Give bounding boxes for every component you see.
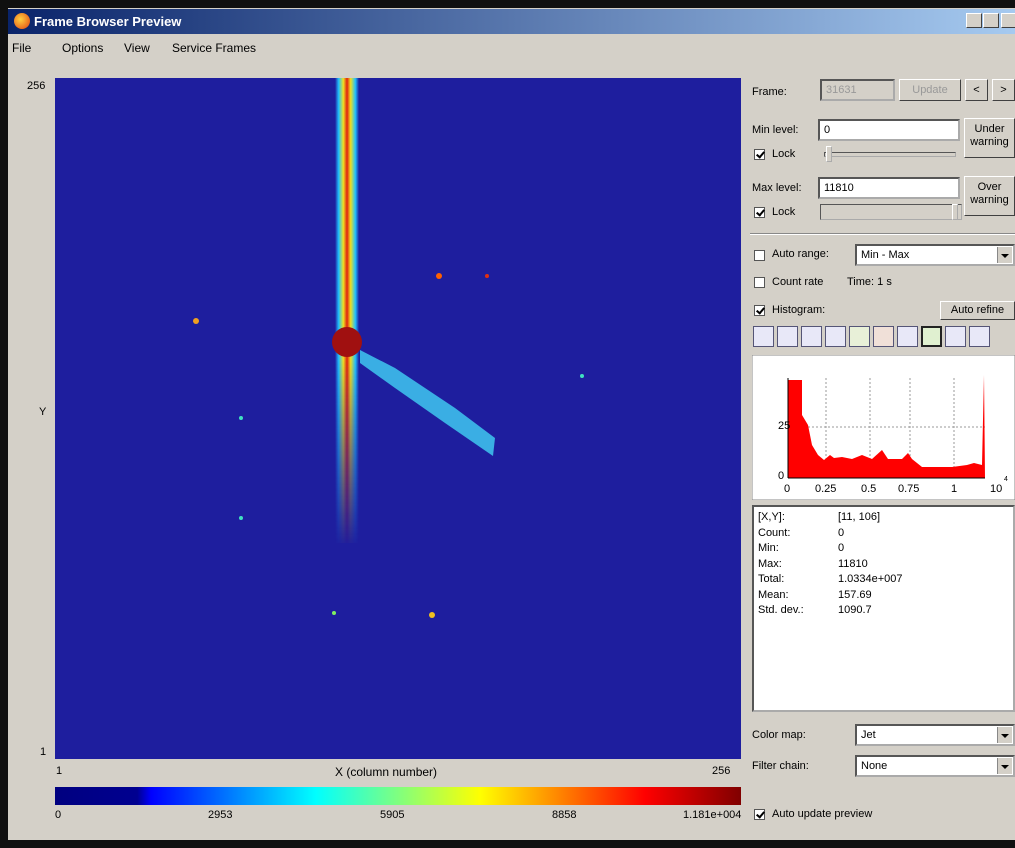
prev-button[interactable]: <: [965, 79, 988, 101]
histogram-x-tick: 0.5: [861, 483, 876, 495]
frame-image: [55, 78, 741, 759]
menu-item[interactable]: View: [124, 41, 150, 55]
count-rate-label: Count rate: [772, 276, 823, 288]
tool-right[interactable]: [777, 326, 798, 347]
colorbar: [55, 787, 741, 805]
color-map-label: Color map:: [752, 729, 806, 741]
histogram-x-tick: 1: [951, 483, 957, 495]
stat-label: Count:: [758, 527, 790, 539]
lock-label: Lock: [772, 148, 795, 160]
lock-label: Lock: [772, 206, 795, 218]
stat-label: Max:: [758, 558, 782, 570]
frame-input[interactable]: 31631: [820, 79, 895, 101]
stat-value: 0: [838, 542, 844, 554]
stat-label: Total:: [758, 573, 784, 585]
select-value: Jet: [861, 729, 876, 741]
auto-update-checkbox[interactable]: [754, 809, 765, 820]
stats-box: [X,Y]: [11, 106] Count: 0 Min: 0 Max: 11810 Tota…: [752, 505, 1015, 712]
histogram-plot: [752, 355, 1015, 500]
histogram-y-tick: 0: [778, 470, 784, 482]
tool-zoom[interactable]: [897, 326, 918, 347]
x-max-label: 256: [712, 765, 730, 777]
colorbar-tick-label: 2953: [208, 809, 232, 821]
x-min-label: 1: [56, 765, 62, 777]
max-level-label: Max level:: [752, 182, 802, 194]
colorbar-tick-label: 0: [55, 809, 61, 821]
min-slider-thumb[interactable]: [826, 146, 832, 162]
time-label: Time: 1 s: [847, 276, 892, 288]
auto-update-label: Auto update preview: [772, 808, 872, 820]
lock-checkbox[interactable]: [754, 207, 765, 218]
color-map-select[interactable]: Jet: [855, 724, 1015, 746]
auto-range-label: Auto range:: [772, 248, 829, 260]
stat-value: 157.69: [838, 589, 872, 601]
stat-label: Std. dev.:: [758, 604, 804, 616]
stat-value: 1.0334e+007: [838, 573, 903, 585]
min-level-label: Min level:: [752, 124, 798, 136]
auto-range-checkbox[interactable]: [754, 250, 765, 261]
max-slider-thumb[interactable]: [952, 204, 958, 220]
histogram-x-tick: 0.75: [898, 483, 919, 495]
over-warning-button[interactable]: Over warning: [964, 176, 1015, 216]
window: Frame Browser Preview File Options View …: [0, 0, 1015, 848]
histogram-x-tick: 0: [784, 483, 790, 495]
y-max-label: 256: [27, 80, 45, 92]
x-axis-label: X (column number): [335, 765, 437, 779]
tool-fit-y[interactable]: [945, 326, 966, 347]
minimize-button[interactable]: [966, 13, 982, 28]
tool-down[interactable]: [801, 326, 822, 347]
colorbar-tick-label: 5905: [380, 809, 404, 821]
histogram-x-scale: 10: [990, 483, 1002, 495]
stat-label: [X,Y]:: [758, 511, 785, 523]
histogram-label: Histogram:: [772, 304, 825, 316]
tool-up[interactable]: [825, 326, 846, 347]
histogram-x-tick: 0.25: [815, 483, 836, 495]
under-warning-button[interactable]: Under warning: [964, 118, 1015, 158]
frame-label: Frame:: [752, 86, 787, 98]
histogram-checkbox[interactable]: [754, 305, 765, 316]
menu-item[interactable]: File: [12, 41, 31, 55]
stat-value: 11810: [838, 558, 868, 570]
filter-chain-select[interactable]: None: [855, 755, 1015, 777]
lock-checkbox[interactable]: [754, 149, 765, 160]
colorbar-tick-label: 1.181e+004: [683, 809, 741, 821]
close-button[interactable]: [1001, 13, 1015, 28]
max-slider[interactable]: [820, 204, 962, 220]
histogram-y-tick: 25: [778, 420, 790, 432]
select-value: Min - Max: [861, 249, 909, 261]
stat-value: 1090.7: [838, 604, 872, 616]
y-min-label: 1: [40, 746, 46, 758]
max-level-input[interactable]: 11810: [818, 177, 960, 199]
min-level-input[interactable]: 0: [818, 119, 960, 141]
tool-auto[interactable]: [969, 326, 990, 347]
min-slider[interactable]: [824, 152, 956, 157]
update-button[interactable]: Update: [899, 79, 961, 101]
tool-left[interactable]: [753, 326, 774, 347]
select-value: None: [861, 760, 887, 772]
colorbar-tick-label: 8858: [552, 809, 576, 821]
maximize-button[interactable]: [983, 13, 999, 28]
menu-item[interactable]: Service Frames: [172, 41, 256, 55]
stat-value: [11, 106]: [838, 511, 880, 523]
histogram-x-scale-power: 4: [1004, 476, 1008, 483]
menu-item[interactable]: Options: [62, 41, 103, 55]
separator: [750, 233, 1015, 235]
y-axis-label: Y: [39, 406, 46, 418]
auto-range-select[interactable]: Min - Max: [855, 244, 1015, 266]
stat-value: 0: [838, 527, 844, 539]
stat-label: Min:: [758, 542, 779, 554]
tool-zoom-in[interactable]: [849, 326, 870, 347]
app-icon: [14, 13, 30, 29]
count-rate-checkbox[interactable]: [754, 277, 765, 288]
next-button[interactable]: >: [992, 79, 1015, 101]
tool-zoom-out[interactable]: [873, 326, 894, 347]
window-title: Frame Browser Preview: [34, 14, 181, 29]
filter-chain-label: Filter chain:: [752, 760, 809, 772]
stat-label: Mean:: [758, 589, 789, 601]
auto-refine-button[interactable]: Auto refine: [940, 301, 1015, 320]
tool-fit[interactable]: [921, 326, 942, 347]
